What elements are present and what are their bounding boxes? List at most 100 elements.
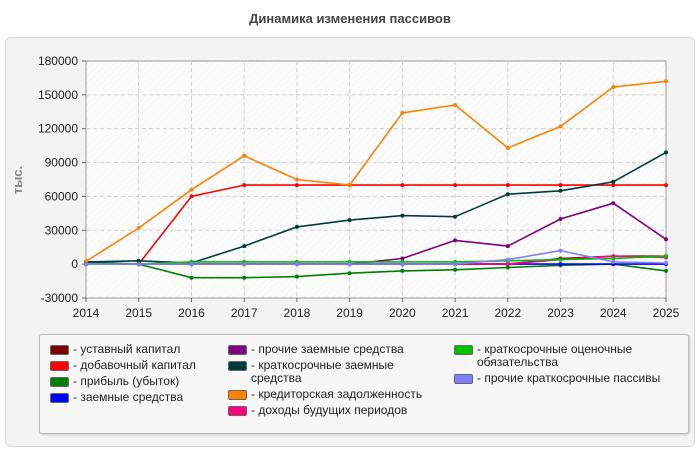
data-point	[611, 179, 616, 184]
data-point	[294, 183, 299, 188]
legend-item: - краткосрочные оценочные обязательства	[454, 343, 669, 369]
series-прибыль (убыток)	[84, 259, 668, 280]
legend-label: - прибыль (убыток)	[73, 374, 180, 388]
legend-label: - прочие заемные средства	[251, 342, 404, 356]
data-point	[347, 271, 352, 276]
chart-title: Динамика изменения пассивов	[249, 11, 451, 26]
y-tick-label: 0	[71, 257, 78, 271]
data-point	[664, 79, 668, 84]
legend-item: - прибыль (убыток)	[50, 375, 250, 388]
x-tick-label: 2022	[494, 306, 521, 320]
legend-swatch	[228, 390, 247, 400]
x-tick-label: 2023	[547, 306, 574, 320]
data-point	[558, 262, 563, 267]
legend-label: - заемные средства	[73, 390, 184, 404]
data-point	[84, 262, 88, 267]
x-tick-label: 2014	[73, 306, 100, 320]
data-point	[400, 110, 405, 115]
data-point	[453, 262, 458, 267]
legend-swatch	[50, 361, 69, 371]
data-point	[664, 254, 668, 259]
data-point	[400, 256, 405, 261]
y-tick-label: 180000	[38, 54, 78, 68]
data-point	[558, 183, 563, 188]
y-tick-label: 90000	[45, 156, 79, 170]
y-tick-label: 30000	[45, 223, 79, 237]
data-point	[400, 262, 405, 267]
legend-label: - кредиторская задолженность	[251, 387, 423, 401]
data-point	[136, 226, 141, 230]
data-point	[664, 150, 668, 155]
axes: -30000 0 30000 60000 90000 120000 150000 180000…	[38, 54, 680, 320]
x-tick-label: 2016	[178, 306, 205, 320]
data-point	[505, 244, 510, 249]
data-point	[453, 183, 458, 188]
data-point	[664, 183, 668, 188]
data-point	[611, 259, 616, 264]
data-point	[505, 265, 510, 270]
data-point	[242, 183, 247, 188]
data-point	[242, 262, 247, 267]
data-point	[505, 145, 510, 150]
x-tick-label: 2020	[389, 306, 416, 320]
x-tick-label: 2021	[442, 306, 469, 320]
legend-swatch	[228, 406, 247, 416]
legend-item: - кредиторская задолженность	[228, 388, 428, 401]
data-point	[400, 268, 405, 273]
legend-swatch	[454, 374, 473, 384]
legend-swatch	[50, 345, 69, 355]
data-point	[400, 213, 405, 218]
data-point	[136, 262, 141, 267]
data-point	[611, 183, 616, 188]
data-point	[505, 262, 510, 267]
data-point	[664, 237, 668, 242]
y-tick-label: 150000	[38, 88, 78, 102]
data-point	[558, 124, 563, 129]
data-point	[294, 177, 299, 182]
series-прочие краткосрочные пассивы	[84, 248, 668, 267]
x-tick-label: 2015	[125, 306, 152, 320]
data-point	[189, 262, 194, 267]
data-point	[558, 248, 563, 253]
data-point	[347, 262, 352, 267]
series-line	[85, 261, 667, 279]
data-point	[189, 275, 194, 280]
legend-swatch	[228, 361, 247, 371]
legend-swatch	[50, 393, 69, 403]
legend-item: - прочие заемные средства	[228, 343, 428, 356]
data-point	[400, 183, 405, 188]
legend-item: - уставный капитал	[50, 343, 250, 356]
data-point	[453, 267, 458, 272]
legend-swatch	[454, 345, 473, 355]
x-tick-label: 2025	[653, 306, 680, 320]
data-point	[453, 238, 458, 243]
legend-label: - краткосрочные заемные средства	[251, 358, 394, 385]
legend-swatch	[50, 377, 69, 387]
y-tick-label: 60000	[45, 189, 79, 203]
legend-item: - прочие краткосрочные пассивы	[454, 372, 669, 385]
data-point	[136, 258, 141, 263]
data-point	[84, 259, 88, 264]
legend-label: - уставный капитал	[73, 342, 181, 356]
legend-item: - заемные средства	[50, 391, 250, 404]
series-line	[86, 184, 666, 265]
x-tick-label: 2019	[336, 306, 363, 320]
x-tick-label: 2017	[231, 306, 258, 320]
data-point	[558, 257, 563, 262]
data-point	[294, 224, 299, 229]
data-point	[505, 192, 510, 197]
data-point	[242, 244, 247, 249]
data-point	[611, 256, 616, 261]
legend-item: - краткосрочные заемные средства	[228, 359, 428, 385]
series-line	[86, 255, 667, 265]
data-point	[453, 103, 458, 107]
chart-legend: - уставный капитал - добавочный капитал - …	[39, 334, 689, 434]
legend-label: - добавочный капитал	[73, 358, 196, 372]
data-point	[189, 187, 194, 192]
data-point	[242, 275, 247, 280]
data-point	[664, 268, 668, 273]
series-lines	[84, 79, 668, 280]
data-point	[505, 257, 510, 262]
legend-label: - прочие краткосрочные пассивы	[477, 371, 661, 385]
